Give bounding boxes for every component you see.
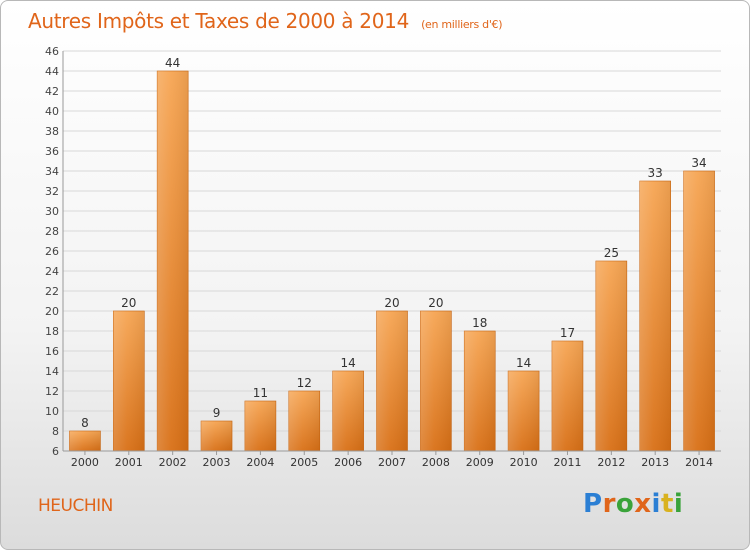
- bars: 8 20 44 9 11 12 14 20 20 18 14 17 25 33 34: [69, 56, 715, 452]
- bar-shine: [69, 431, 101, 451]
- x-tick-label: 2012: [597, 456, 625, 469]
- y-tick-label: 34: [45, 165, 59, 178]
- y-tick-label: 20: [45, 305, 59, 318]
- x-tick-label: 2013: [641, 456, 669, 469]
- data-label: 33: [648, 166, 663, 180]
- bar-shine: [288, 391, 320, 451]
- data-label: 9: [213, 406, 221, 420]
- bar-shine: [595, 261, 627, 451]
- bar-shine: [508, 371, 540, 451]
- x-tick-label: 2000: [71, 456, 99, 469]
- chart-title-text: Autres Impôts et Taxes de 2000 à 2014: [28, 9, 409, 33]
- logo-letter: r: [602, 489, 616, 519]
- data-label: 12: [297, 376, 312, 390]
- y-tick-label: 36: [45, 145, 59, 158]
- y-tick-label: 44: [45, 65, 59, 78]
- y-tick-label: 18: [45, 325, 59, 338]
- logo-letter: P: [583, 489, 603, 519]
- y-tick-label: 46: [45, 45, 59, 58]
- x-tick-label: 2002: [159, 456, 187, 469]
- y-tick-label: 12: [45, 385, 59, 398]
- y-tick-label: 22: [45, 285, 59, 298]
- data-label: 14: [516, 356, 531, 370]
- y-tick-label: 38: [45, 125, 59, 138]
- bar-shine: [201, 421, 233, 451]
- y-tick-label: 10: [45, 405, 59, 418]
- bar-shine: [244, 401, 276, 451]
- bar-shine: [376, 311, 408, 451]
- bar-shine: [639, 181, 671, 451]
- data-label: 20: [121, 296, 136, 310]
- y-tick-label: 6: [52, 445, 59, 458]
- y-tick-label: 16: [45, 345, 59, 358]
- bar-shine: [332, 371, 364, 451]
- logo-letter: o: [615, 489, 635, 519]
- bar-shine: [113, 311, 145, 451]
- x-tick-label: 2014: [685, 456, 713, 469]
- x-tick-label: 2006: [334, 456, 362, 469]
- data-label: 18: [472, 316, 487, 330]
- data-label: 8: [81, 416, 89, 430]
- y-tick-label: 40: [45, 105, 59, 118]
- x-tick-label: 2008: [422, 456, 450, 469]
- x-tick-label: 2005: [290, 456, 318, 469]
- bar-shine: [157, 71, 189, 451]
- y-tick-label: 32: [45, 185, 59, 198]
- commune-name: HEUCHIN: [38, 496, 113, 516]
- logo-letter: i: [673, 489, 684, 519]
- data-label: 34: [691, 156, 706, 170]
- y-tick-label: 42: [45, 85, 59, 98]
- y-tick-label: 30: [45, 205, 59, 218]
- bar-shine: [420, 311, 452, 451]
- logo-letter: i: [651, 489, 661, 519]
- data-label: 25: [604, 246, 619, 260]
- x-tick-label: 2003: [203, 456, 231, 469]
- y-tick-label: 28: [45, 225, 59, 238]
- bar-shine: [683, 171, 715, 451]
- data-label: 14: [340, 356, 355, 370]
- chart-subtitle: (en milliers d'€): [421, 18, 503, 31]
- data-label: 20: [384, 296, 399, 310]
- y-tick-label: 24: [45, 265, 59, 278]
- data-label: 17: [560, 326, 575, 340]
- data-label: 20: [428, 296, 443, 310]
- bar-shine: [551, 341, 583, 451]
- x-tick-label: 2007: [378, 456, 406, 469]
- bar-shine: [464, 331, 496, 451]
- x-tick-label: 2010: [510, 456, 538, 469]
- x-tick-label: 2011: [553, 456, 581, 469]
- proxiti-logo: Proxiti: [583, 489, 683, 519]
- data-label: 44: [165, 56, 180, 70]
- x-tick-label: 2004: [246, 456, 274, 469]
- logo-letter: x: [634, 489, 652, 519]
- chart-title: Autres Impôts et Taxes de 2000 à 2014 (e…: [28, 9, 503, 33]
- y-tick-label: 8: [52, 425, 59, 438]
- y-tick-label: 26: [45, 245, 59, 258]
- logo-letter: t: [660, 489, 674, 519]
- data-label: 11: [253, 386, 268, 400]
- x-tick-label: 2001: [115, 456, 143, 469]
- x-tick-label: 2009: [466, 456, 494, 469]
- y-tick-label: 14: [45, 365, 59, 378]
- axes: 6 8 10 12 14 16 18 20 22 24 26 28 30 32 34 36 38 40 42 44 46…: [45, 45, 721, 469]
